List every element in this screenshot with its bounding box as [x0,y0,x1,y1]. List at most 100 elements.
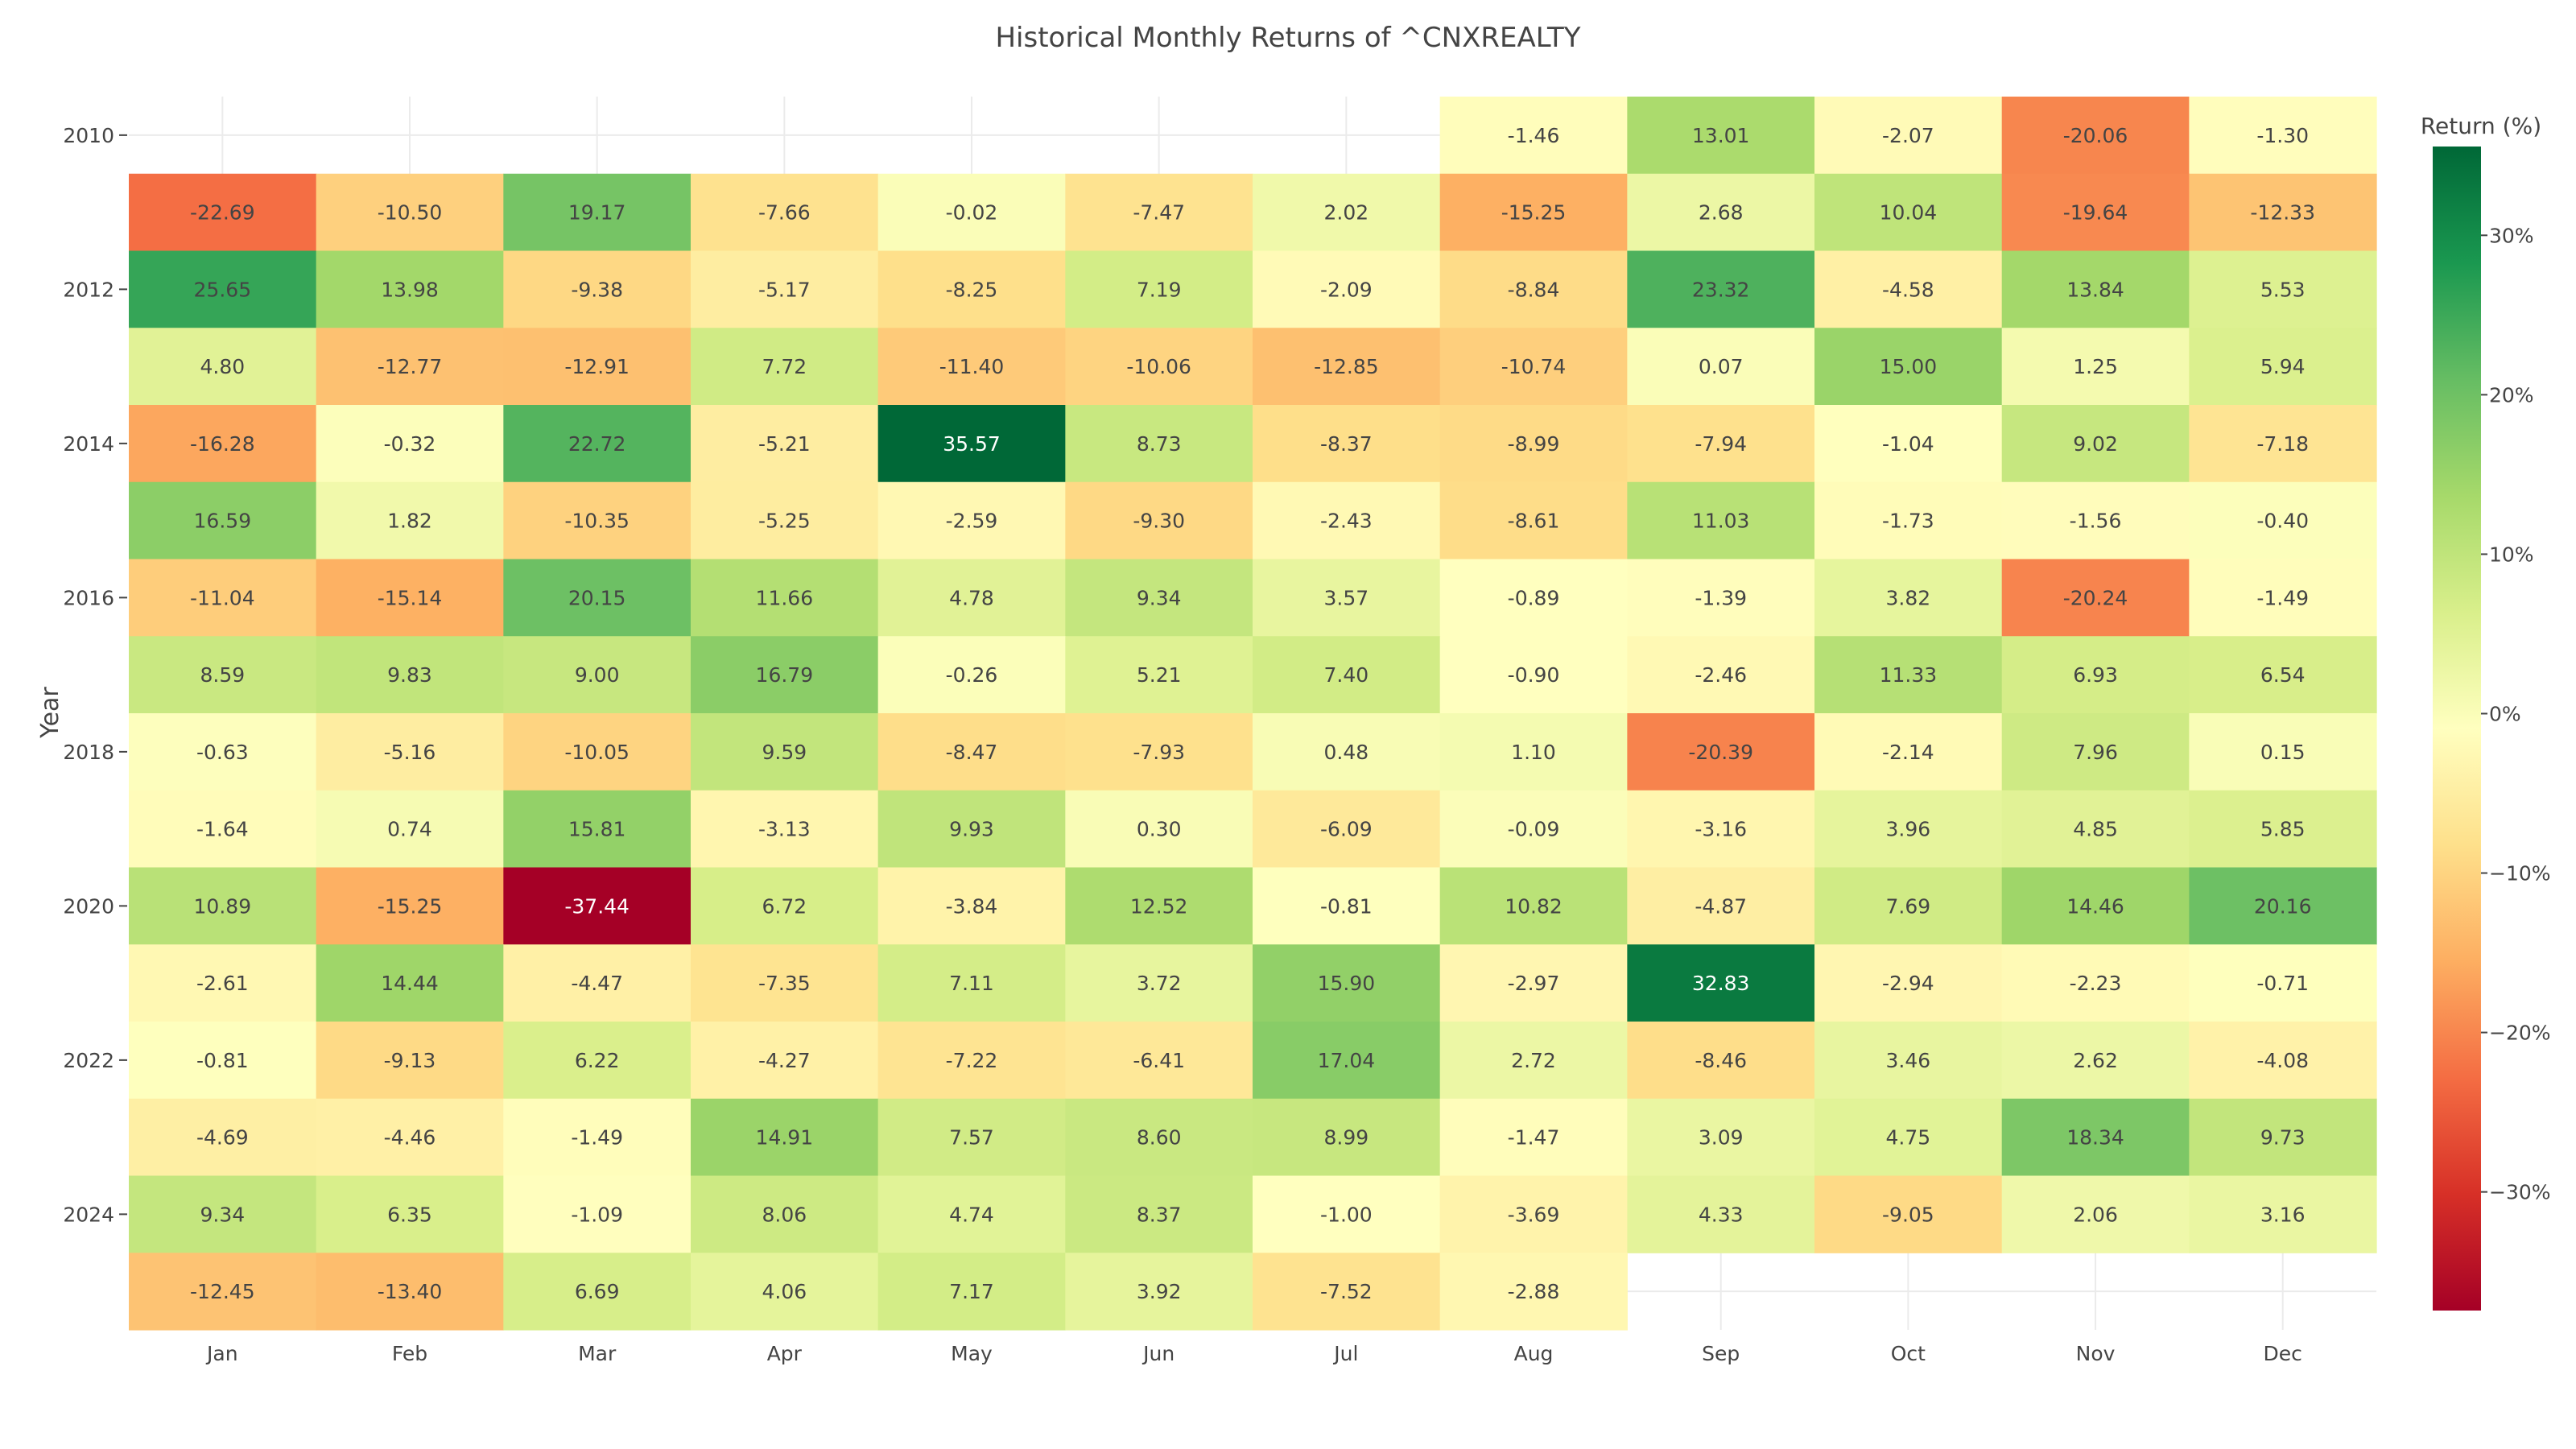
cell-value-label: 3.09 [1699,1126,1744,1150]
cell-value-label: -4.08 [2256,1049,2309,1072]
heatmap-cell [877,944,1066,1022]
x-tick-label: Oct [1891,1342,1926,1365]
cell-value-label: 3.46 [1886,1049,1931,1072]
cell-value-label: -15.14 [378,586,443,609]
cell-value-label: -9.38 [571,278,623,301]
cell-value-label: -16.28 [190,432,255,456]
heatmap-cell [1065,944,1253,1022]
heatmap-cell [1065,1175,1253,1253]
cell-value-label: -0.81 [1320,894,1373,918]
heatmap-cell [503,405,691,483]
cell-value-label: -1.56 [2070,510,2122,533]
heatmap-cell [503,1098,691,1177]
chart-title: Historical Monthly Returns of ^CNXREALTY [995,22,1580,54]
cell-value-label: 13.98 [381,278,439,301]
heatmap-cell [316,1253,504,1331]
heatmap-cell [129,1022,317,1100]
cell-value-label: -1.30 [2256,124,2309,147]
heatmap-cell [503,944,691,1022]
colorbar-tick-label: −20% [2489,1022,2551,1045]
cell-value-label: 11.33 [1880,663,1938,687]
cell-value-label: -15.25 [1501,201,1567,225]
cell-value-label: 1.25 [2073,355,2118,378]
cell-value-label: 11.66 [756,586,814,609]
heatmap-cell [877,250,1066,328]
heatmap-cell [129,1098,317,1177]
cell-value-label: -1.49 [2256,586,2309,609]
cell-value-label: 3.92 [1137,1280,1182,1303]
heatmap-cell [1627,636,1815,714]
y-tick-label: 2020 [63,894,114,918]
cell-value-label: -9.05 [1882,1203,1934,1226]
heatmap-cell [1253,481,1441,560]
heatmap-cell [129,559,317,637]
heatmap-cell [316,1175,504,1253]
cell-value-label: -1.46 [1508,124,1560,147]
cell-value-label: 5.53 [2260,278,2306,301]
heatmap-cell [503,559,691,637]
cell-value-label: -1.73 [1882,510,1934,533]
heatmap-cell [2189,559,2377,637]
heatmap-cell [1814,97,2003,175]
cell-value-label: 15.81 [568,818,626,841]
heatmap-cell [877,636,1066,714]
cell-value-label: -8.99 [1508,432,1560,456]
cell-value-label: 4.85 [2073,818,2118,841]
heatmap-cell [129,250,317,328]
cell-value-label: -12.85 [1314,355,1379,378]
heatmap-cell [1439,328,1628,406]
cell-value-label: 1.10 [1511,741,1556,764]
heatmap-cell [503,1253,691,1331]
cell-value-label: -10.05 [564,741,630,764]
heatmap-cell [877,867,1066,945]
heatmap-cell [2189,481,2377,560]
cell-value-label: -0.09 [1508,818,1560,841]
cell-value-label: 3.96 [1886,818,1931,841]
cell-value-label: 8.06 [762,1203,807,1226]
cell-value-label: -0.81 [196,1049,249,1072]
cell-value-label: 8.73 [1137,432,1182,456]
cell-value-label: 5.85 [2260,818,2306,841]
cell-value-label: -10.35 [564,510,630,533]
cell-value-label: 0.30 [1137,818,1182,841]
x-tick-label: Jun [1141,1342,1174,1365]
heatmap-cell [1253,1098,1441,1177]
cell-value-label: -22.69 [190,201,255,225]
heatmap-cell [877,1098,1066,1177]
cell-value-label: -9.13 [384,1049,436,1072]
cell-value-label: -2.61 [196,972,249,995]
cell-value-label: -7.94 [1695,432,1747,456]
cell-value-label: -0.02 [946,201,998,225]
heatmap-cell [877,790,1066,869]
heatmap-cell [129,867,317,945]
cell-value-label: 1.82 [387,510,432,533]
heatmap-cell [503,790,691,869]
cell-value-label: -4.47 [571,972,623,995]
heatmap-cell [129,328,317,406]
cell-value-label: -8.37 [1320,432,1373,456]
cell-value-label: -2.46 [1695,663,1747,687]
heatmap-cell [129,790,317,869]
cell-value-label: -6.09 [1320,818,1373,841]
cell-value-label: -2.09 [1320,278,1373,301]
cell-value-label: 4.78 [949,586,994,609]
cell-value-label: -20.06 [2063,124,2128,147]
cell-value-label: -2.97 [1508,972,1560,995]
cell-value-label: 4.75 [1886,1126,1931,1150]
heatmap-cell [1439,559,1628,637]
cell-value-label: -7.35 [758,972,811,995]
heatmap-cell [1065,173,1253,252]
cell-value-label: -2.43 [1320,510,1373,533]
heatmap-cell [316,867,504,945]
heatmap-cell [691,481,879,560]
heatmap-cell [877,1022,1066,1100]
cell-value-label: -11.04 [190,586,255,609]
cell-value-label: 0.48 [1324,741,1369,764]
heatmap-cell [2189,713,2377,791]
cell-value-label: -7.18 [2256,432,2309,456]
cell-value-label: -4.46 [384,1126,436,1150]
cell-value-label: 14.91 [756,1126,814,1150]
x-tick-label: May [951,1342,993,1365]
heatmap-cell [1439,867,1628,945]
cell-value-label: -3.69 [1508,1203,1560,1226]
